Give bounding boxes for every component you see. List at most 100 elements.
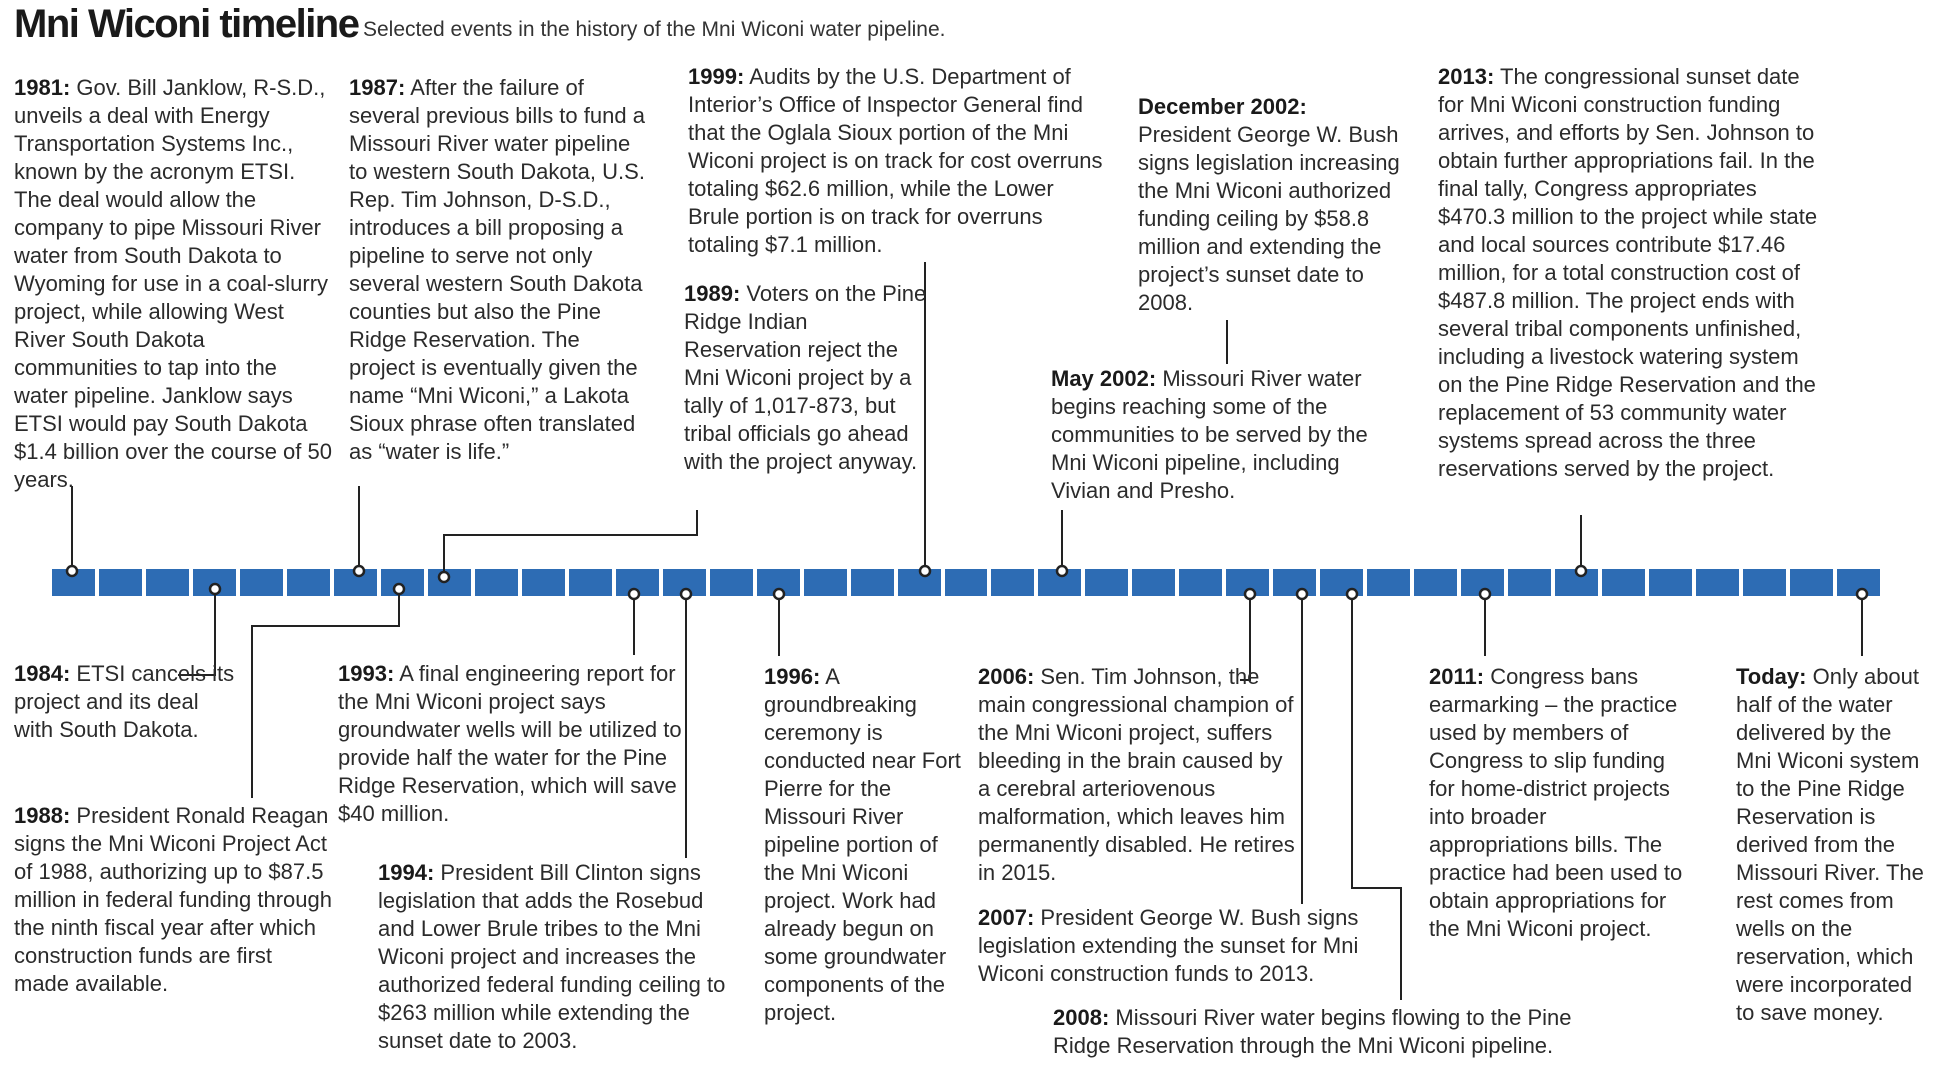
event-text: Missouri River water begins flowing to t… [1053,1005,1572,1058]
event-text: ETSI cancels its project and its deal wi… [14,661,235,742]
event-today: Today: Only about half of the water deli… [1736,663,1932,1027]
timeline-marker [437,570,451,584]
event-1993: 1993: A final engineering report for the… [338,660,684,828]
event-year: 1996: [764,664,821,689]
timeline-segment [991,569,1035,596]
timeline-marker [1478,587,1492,601]
event-year: 2011: [1429,664,1485,689]
timeline-marker [627,587,641,601]
timeline-segment [1179,569,1223,596]
timeline-bar [52,569,1880,596]
event-year: 1989: [684,281,741,306]
timeline-segment [1602,569,1646,596]
timeline-marker [1055,564,1069,578]
event-year: Today: [1736,664,1807,689]
timeline-marker [1855,587,1869,601]
timeline-segment [1414,569,1458,596]
event-text: A final engineering report for the Mni W… [338,661,682,826]
timeline-marker [918,564,932,578]
event-1987: 1987: After the failure of several previ… [349,74,649,466]
event-text: Congress bans earmarking – the practice … [1429,664,1683,941]
event-text: A groundbreaking ceremony is conducted n… [764,664,961,1025]
event-1996: 1996: A groundbreaking ceremony is condu… [764,663,962,1027]
event-year: 1981: [14,75,71,100]
event-1994: 1994: President Bill Clinton signs legis… [378,859,730,1055]
event-year: 1984: [14,661,71,686]
timeline-segment [1508,569,1552,596]
timeline-segment [1743,569,1787,596]
event-text: The congressional sunset date for Mni Wi… [1438,64,1818,481]
timeline-marker [679,587,693,601]
event-text: President Bill Clinton signs legislation… [378,860,726,1053]
event-year: May 2002: [1051,366,1157,391]
page-subtitle: Selected events in the history of the Mn… [363,18,946,41]
timeline-segment [145,569,189,596]
event-text: Voters on the Pine Ridge Indian Reservat… [684,281,927,474]
timeline-segment [944,569,988,596]
timeline-segment [1790,569,1834,596]
event-1989: 1989: Voters on the Pine Ridge Indian Re… [684,280,928,476]
timeline-segment [427,569,471,596]
timeline-segment [1649,569,1693,596]
event-1999: 1999: Audits by the U.S. Department of I… [688,63,1104,259]
event-1984: 1984: ETSI cancels its project and its d… [14,660,239,744]
timeline-segment [239,569,283,596]
event-2007: 2007: President George W. Bush signs leg… [978,904,1388,988]
event-year: 2007: [978,905,1035,930]
event-text: President George W. Bush signs legislati… [1138,122,1400,315]
connector-2006 [1240,594,1251,681]
event-text: Sen. Tim Johnson, the main congressional… [978,664,1295,885]
timeline-segment [850,569,894,596]
event-year: 2013: [1438,64,1495,89]
timeline-segment [1085,569,1129,596]
timeline-marker [1574,564,1588,578]
timeline-marker [1345,587,1359,601]
event-year: 1987: [349,75,406,100]
event-year: 2008: [1053,1005,1110,1030]
timeline-segment [568,569,612,596]
event-2008: 2008: Missouri River water begins flowin… [1053,1004,1633,1060]
event-2013: 2013: The congressional sunset date for … [1438,63,1828,483]
timeline-marker [65,564,79,578]
event-2002-may: May 2002: Missouri River water begins re… [1051,365,1401,505]
event-text: After the failure of several previous bi… [349,75,645,464]
event-text: President George W. Bush signs legislati… [978,905,1359,986]
page-title: Mni Wiconi timeline [14,2,360,46]
event-year: 2006: [978,664,1035,689]
timeline-segment [1132,569,1176,596]
timeline-segment [1696,569,1740,596]
timeline-segment [897,569,941,596]
connector-1989 [443,510,698,577]
connector-1984 [178,589,216,676]
timeline-marker [1243,587,1257,601]
timeline-marker [352,564,366,578]
connector-1988 [251,589,400,798]
event-text: President Ronald Reagan signs the Mni Wi… [14,803,332,996]
timeline-marker [1295,587,1309,601]
timeline-segment [1367,569,1411,596]
timeline-segment [286,569,330,596]
timeline-segment [803,569,847,596]
timeline-marker [772,587,786,601]
timeline-marker [392,582,406,596]
event-text: Audits by the U.S. Department of Interio… [688,64,1103,257]
event-year: December 2002: [1138,94,1307,119]
event-2002-december: December 2002: President George W. Bush … [1138,93,1418,317]
event-text: Only about half of the water delivered b… [1736,664,1924,1025]
event-text: Gov. Bill Janklow, R-S.D., unveils a dea… [14,75,332,492]
timeline-marker [208,582,222,596]
event-text: Missouri River water begins reaching som… [1051,366,1368,503]
event-2006: 2006: Sen. Tim Johnson, the main congres… [978,663,1298,887]
event-year: 1988: [14,803,71,828]
timeline-segment [98,569,142,596]
timeline-segment [1273,569,1317,596]
timeline-segment [521,569,565,596]
event-year: 1994: [378,860,435,885]
timeline-segment [474,569,518,596]
event-year: 1999: [688,64,745,89]
connector-2008 [1351,594,1402,1000]
event-1988: 1988: President Ronald Reagan signs the … [14,802,332,998]
event-2011: 2011: Congress bans earmarking – the pra… [1429,663,1689,943]
timeline-segment [709,569,753,596]
